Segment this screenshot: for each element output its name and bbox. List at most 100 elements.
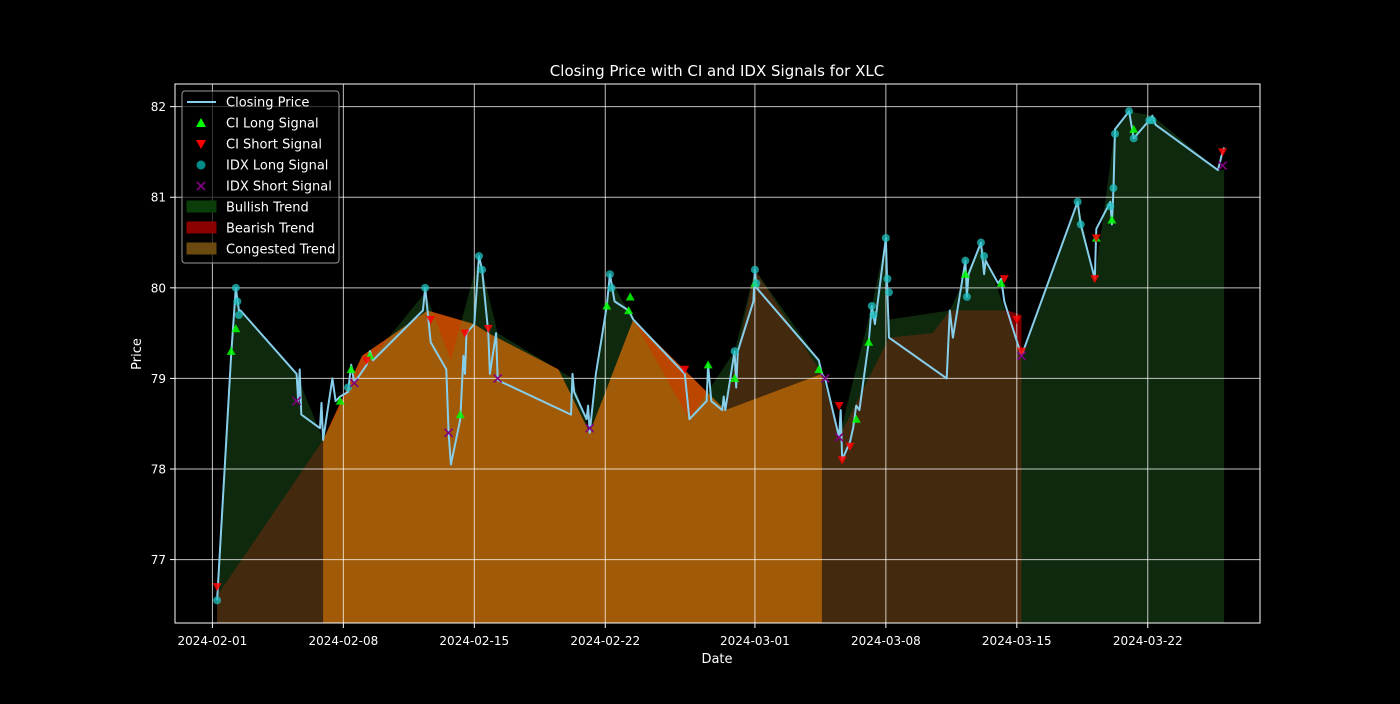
legend-entry-label: Bearish Trend bbox=[226, 222, 315, 237]
plot-frame bbox=[174, 83, 1261, 624]
idx-long-signal-marker bbox=[1129, 134, 1138, 143]
ci-short-signal-marker bbox=[999, 275, 1009, 284]
ci-short-signal-marker bbox=[845, 442, 855, 451]
ci-long-signal-marker bbox=[851, 414, 861, 423]
idx-long-signal-marker bbox=[976, 238, 985, 247]
ci-short-signal-marker bbox=[212, 583, 222, 592]
signals-layer bbox=[212, 107, 1228, 605]
ci-long-signal-marker bbox=[346, 364, 356, 373]
idx-long-signal-marker bbox=[750, 265, 759, 274]
idx-short-signal-marker bbox=[1016, 351, 1027, 361]
legend-entry-label: IDX Short Signal bbox=[226, 180, 332, 195]
idx-long-signal-marker bbox=[231, 283, 240, 292]
x-tick-label: 2024-02-22 bbox=[570, 634, 640, 648]
ci-long-signal-marker bbox=[703, 360, 713, 369]
idx-long-signal-marker bbox=[474, 252, 483, 261]
legend-box bbox=[181, 90, 340, 264]
idx-short-signal-marker bbox=[349, 378, 359, 388]
idx-long-signal-marker bbox=[730, 347, 739, 356]
x-tick-label: 2024-03-01 bbox=[720, 634, 790, 648]
x-axis-label: Date bbox=[701, 652, 732, 667]
y-tick-label: 82 bbox=[151, 100, 166, 114]
ci-short-signal-marker bbox=[460, 329, 470, 338]
ci-short-signal-marker bbox=[1012, 315, 1022, 325]
ci-short-signal-marker bbox=[834, 401, 844, 411]
x-axis-ticks: 2024-02-01 2024-02-08 2024-02-15 2024-02-22… bbox=[178, 623, 1183, 648]
idx-long-signal-marker bbox=[1125, 107, 1134, 116]
idx-long-signal-marker bbox=[234, 311, 243, 319]
ci-short-signal-marker bbox=[426, 315, 436, 325]
legend-patch-swatch bbox=[186, 242, 217, 255]
ci-long-signal-marker bbox=[996, 278, 1006, 287]
legend-entry-label: IDX Long Signal bbox=[226, 159, 328, 174]
idx-short-signal-marker bbox=[493, 373, 503, 383]
y-tick-label: 81 bbox=[151, 191, 166, 205]
ci-long-signal-marker bbox=[1129, 124, 1139, 133]
ci-short-signal-marker bbox=[1091, 234, 1101, 243]
idx-short-signal-marker bbox=[1218, 160, 1228, 171]
idx-long-signal-marker bbox=[1109, 184, 1118, 193]
x-tick-label: 2024-03-15 bbox=[982, 634, 1052, 648]
ci-short-signal-marker bbox=[837, 456, 847, 465]
legend-x-swatch bbox=[196, 181, 206, 191]
y-tick-label: 79 bbox=[151, 372, 166, 386]
idx-short-signal-marker bbox=[585, 423, 595, 433]
legend-triangle-down-swatch bbox=[196, 140, 206, 149]
idx-long-signal-marker bbox=[344, 383, 353, 392]
idx-long-signal-marker bbox=[869, 311, 878, 319]
idx-long-signal-marker bbox=[213, 596, 222, 605]
x-tick-label: 2024-02-08 bbox=[308, 634, 378, 648]
ci-short-signal-marker bbox=[1218, 148, 1228, 157]
ci-long-signal-marker bbox=[226, 346, 236, 355]
legend-entry-label: Congested Trend bbox=[226, 243, 335, 258]
ci-long-signal-marker bbox=[814, 364, 824, 373]
ci-long-signal-marker bbox=[335, 396, 345, 405]
legend-patch-swatch bbox=[186, 200, 217, 213]
idx-long-signal-marker bbox=[1111, 129, 1120, 138]
ci-long-signal-marker bbox=[625, 292, 635, 301]
ci-short-signal-marker bbox=[483, 324, 493, 334]
idx-long-signal-marker bbox=[881, 234, 890, 242]
legend-entry-label: Closing Price bbox=[226, 96, 309, 111]
x-tick-label: 2024-03-22 bbox=[1113, 634, 1183, 648]
ci-long-signal-marker bbox=[1107, 215, 1117, 224]
idx-long-signal-marker bbox=[961, 256, 970, 265]
idx-short-signal-marker bbox=[834, 432, 844, 442]
ci-long-signal-marker bbox=[602, 301, 612, 310]
chart-title: Closing Price with CI and IDX Signals fo… bbox=[550, 62, 884, 80]
y-axis-ticks: 77 78 79 80 81 82 bbox=[151, 100, 175, 567]
legend: Closing Price CI Long Signal CI Short Sign… bbox=[181, 90, 340, 264]
ci-long-signal-marker bbox=[624, 305, 634, 315]
idx-long-signal-marker bbox=[421, 283, 430, 292]
idx-long-signal-marker bbox=[1106, 202, 1115, 211]
idx-short-signal-marker bbox=[292, 396, 302, 406]
ci-long-signal-marker bbox=[864, 337, 874, 346]
grid-layer bbox=[175, 84, 1260, 623]
idx-long-signal-marker bbox=[883, 274, 892, 283]
ci-long-signal-marker bbox=[730, 373, 740, 383]
ci-short-signal-marker bbox=[680, 365, 690, 374]
idx-long-signal-marker bbox=[884, 288, 893, 297]
legend-circle-swatch bbox=[196, 160, 206, 170]
idx-long-signal-marker bbox=[233, 297, 242, 306]
legend-patch-swatch bbox=[186, 221, 217, 234]
idx-long-signal-marker bbox=[1073, 197, 1082, 206]
legend-triangle-up-swatch bbox=[196, 118, 206, 127]
idx-short-signal-marker bbox=[444, 428, 454, 438]
idx-long-signal-marker bbox=[867, 301, 876, 310]
legend-entry-label: CI Long Signal bbox=[226, 117, 319, 132]
y-axis-label: Price bbox=[130, 338, 145, 370]
x-tick-label: 2024-02-01 bbox=[178, 634, 248, 648]
idx-long-signal-marker bbox=[1148, 116, 1157, 125]
legend-entry-label: CI Short Signal bbox=[226, 138, 322, 153]
idx-long-signal-marker bbox=[752, 279, 761, 288]
idx-long-signal-marker bbox=[478, 265, 487, 274]
legend-entry-label: Bullish Trend bbox=[226, 201, 309, 216]
y-tick-label: 80 bbox=[151, 281, 166, 295]
ci-short-signal-marker bbox=[1016, 347, 1026, 356]
idx-short-signal-marker bbox=[820, 373, 830, 383]
idx-long-signal-marker bbox=[980, 252, 989, 261]
ci-long-signal-marker bbox=[231, 324, 241, 333]
ci-short-signal-marker bbox=[362, 356, 372, 365]
